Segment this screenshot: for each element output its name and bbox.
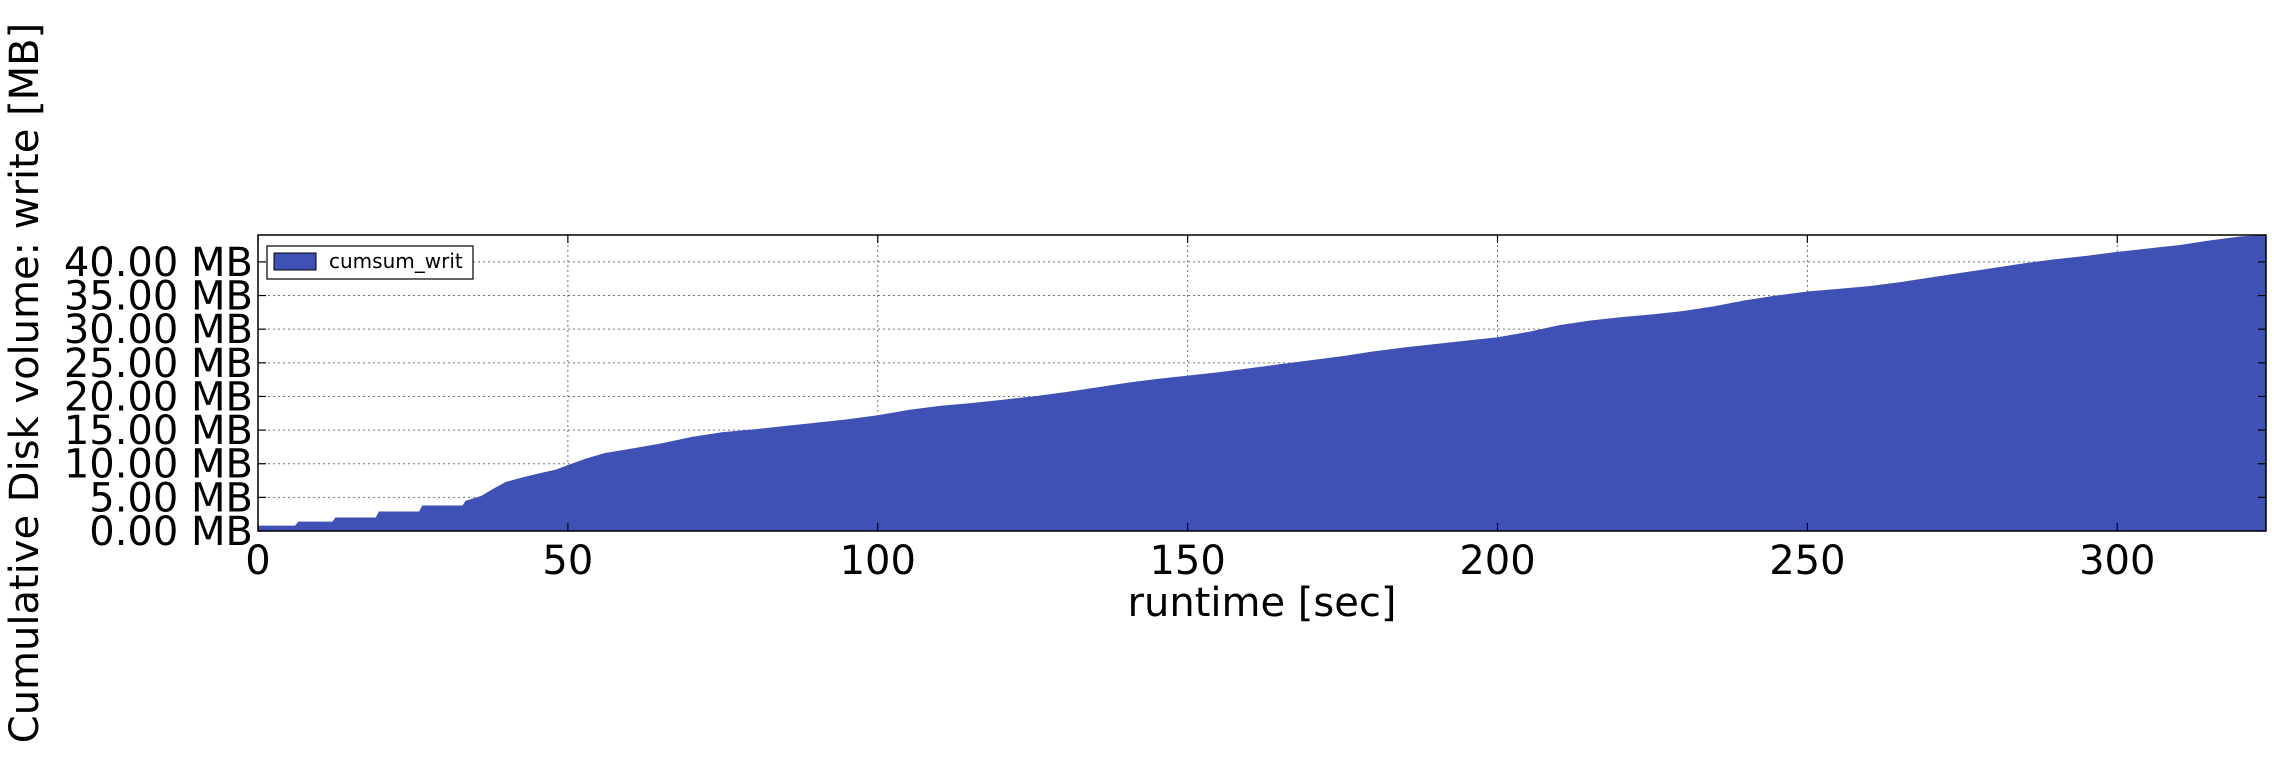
x-tick-label: 300 [2079,538,2155,584]
x-axis-label: runtime [sec] [1128,580,1397,626]
y-axis-label: Cumulative Disk volume: write [MB] [2,23,48,743]
y-tick-label: 5.00 MB [89,475,253,521]
x-tick-label: 200 [1459,538,1535,584]
plot-area [258,235,2266,531]
y-tick-label: 15.00 MB [64,408,253,454]
x-axis-ticks: 0 50 100 150 200 250 300 [245,235,2155,584]
y-tick-label: 0.00 MB [89,509,253,555]
x-tick-label: 150 [1149,538,1225,584]
x-tick-label: 0 [245,538,270,584]
x-tick-label: 100 [840,538,916,584]
x-tick-label: 50 [542,538,593,584]
series-area-cumsum-writ [258,235,2266,531]
legend-label: cumsum_writ [329,249,463,273]
y-tick-label: 10.00 MB [64,442,253,488]
y-tick-label: 20.00 MB [64,374,253,420]
y-tick-label: 35.00 MB [64,274,253,320]
legend: cumsum_writ [266,245,474,280]
y-tick-label: 40.00 MB [64,240,253,286]
y-tick-label: 25.00 MB [64,341,253,387]
plot-frame [257,234,2267,532]
x-tick-label: 250 [1769,538,1845,584]
y-tick-label: 30.00 MB [64,307,253,353]
legend-swatch [273,252,317,271]
